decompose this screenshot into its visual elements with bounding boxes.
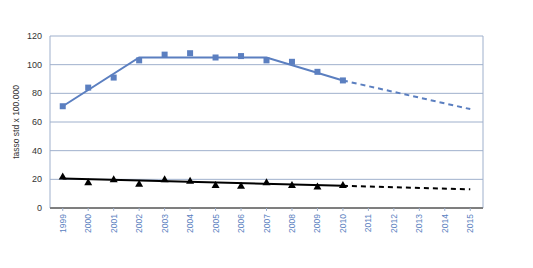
data-point	[161, 175, 169, 182]
grid-line	[50, 64, 483, 65]
data-point	[111, 75, 117, 81]
data-point	[238, 53, 244, 59]
x-tick-label: 2008	[287, 214, 297, 233]
data-point	[136, 57, 142, 63]
data-point	[264, 57, 270, 63]
x-tick	[241, 208, 242, 211]
x-tick	[444, 208, 445, 211]
grid-line	[50, 36, 483, 37]
data-point	[162, 52, 168, 58]
x-tick-label: 2004	[185, 214, 195, 233]
x-tick	[139, 208, 140, 211]
grid-line	[50, 122, 483, 123]
data-point	[84, 178, 92, 185]
data-point	[135, 180, 143, 187]
x-tick-label: 2011	[363, 214, 373, 233]
y-axis-label: tasso std x 100.000	[11, 85, 21, 159]
data-point	[313, 183, 321, 190]
x-tick	[62, 208, 63, 211]
trend-line	[343, 186, 470, 190]
x-tick-label: 2013	[414, 214, 424, 233]
data-point	[237, 182, 245, 189]
x-tick	[342, 208, 343, 211]
x-tick	[88, 208, 89, 211]
x-tick-label: 2005	[211, 214, 221, 233]
y-tick-label: 120	[27, 31, 42, 41]
x-tick	[291, 208, 292, 211]
y-tick-label: 60	[32, 117, 42, 127]
chart: 0 20 40 60 80 100 120 1999 2000 2001 2002 2003 2004 2…	[0, 0, 533, 268]
plot-frame	[483, 36, 484, 208]
x-tick-label: 2015	[465, 214, 475, 233]
grid-line	[50, 150, 483, 151]
data-point	[340, 77, 346, 83]
data-point	[288, 181, 296, 188]
x-tick-label: 2012	[389, 214, 399, 233]
plot-area	[59, 50, 471, 189]
y-tick-label: 80	[32, 88, 42, 98]
data-point	[187, 50, 193, 56]
x-tick-label: 2014	[440, 214, 450, 233]
data-point	[60, 103, 66, 109]
x-tick	[470, 208, 471, 211]
x-tick	[113, 208, 114, 211]
data-point	[339, 181, 347, 188]
y-axis	[50, 36, 51, 208]
trend-line	[343, 80, 470, 109]
grid-line	[50, 93, 483, 94]
x-tick	[368, 208, 369, 211]
y-tick-label: 100	[27, 60, 42, 70]
y-tick-label: 40	[32, 146, 42, 156]
x-tick-label: 2006	[236, 214, 246, 233]
x-tick	[164, 208, 165, 211]
x-tick-label: 2010	[338, 214, 348, 233]
x-tick	[393, 208, 394, 211]
x-tick-label: 2003	[160, 214, 170, 233]
trend-line	[63, 58, 343, 107]
data-point	[263, 178, 271, 185]
y-tick-label: 20	[32, 174, 42, 184]
data-point	[289, 59, 295, 65]
x-tick	[215, 208, 216, 211]
x-tick-label: 2000	[83, 214, 93, 233]
x-tick-label: 2001	[109, 214, 119, 233]
data-point	[213, 55, 219, 61]
data-point	[314, 69, 320, 75]
x-tick	[190, 208, 191, 211]
x-tick	[266, 208, 267, 211]
x-tick-label: 1999	[58, 214, 68, 233]
trend-line	[63, 179, 343, 186]
x-tick	[419, 208, 420, 211]
data-point	[110, 175, 118, 182]
data-point	[59, 172, 67, 179]
x-tick-label: 2007	[262, 214, 272, 233]
x-tick	[317, 208, 318, 211]
y-tick-label: 0	[37, 203, 42, 213]
x-tick-label: 2009	[312, 214, 322, 233]
x-tick-label: 2002	[134, 214, 144, 233]
data-point	[85, 85, 91, 91]
data-point	[186, 177, 194, 184]
data-point	[212, 181, 220, 188]
